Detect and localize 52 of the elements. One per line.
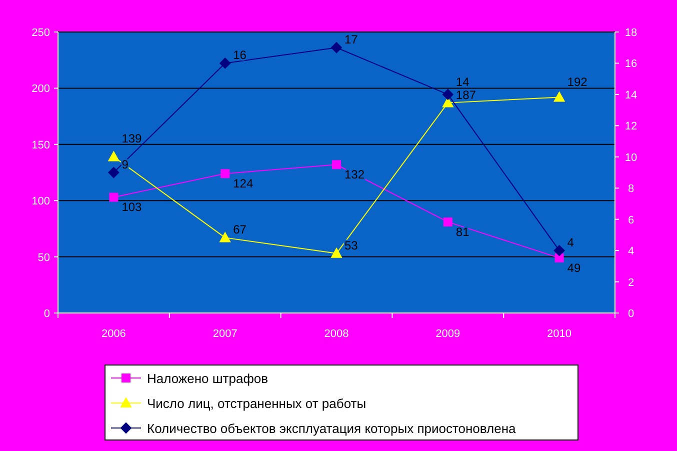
point	[331, 248, 342, 258]
point	[220, 232, 231, 242]
data-label: 81	[456, 224, 470, 239]
data-label: 103	[122, 200, 142, 214]
data-label: 53	[344, 238, 358, 252]
point	[554, 92, 565, 102]
data-label: 187	[456, 88, 476, 102]
y-tick-label: 250	[32, 27, 50, 39]
y2-tick-label: 0	[628, 308, 634, 320]
y2-tick-label: 6	[628, 214, 634, 226]
legend-label: Число лиц, отстраненных от работы	[147, 396, 366, 411]
data-label: 14	[456, 75, 470, 90]
y-tick-label: 50	[38, 252, 50, 264]
y-tick-label: 100	[32, 196, 50, 208]
point	[332, 160, 341, 170]
y-tick-label: 150	[32, 139, 50, 152]
y2-tick-label: 2	[628, 276, 634, 289]
y2-tick-label: 14	[624, 89, 638, 102]
y-tick-label: 200	[32, 83, 50, 96]
x-tick-label: 2010	[547, 328, 572, 340]
data-label: 49	[567, 260, 581, 275]
data-label: 67	[233, 222, 247, 237]
data-label: 16	[233, 48, 247, 62]
data-label: 124	[233, 176, 254, 191]
data-label: 4	[567, 236, 574, 250]
point	[220, 169, 230, 178]
x-tick-label: 2006	[101, 328, 126, 340]
y2-tick-label: 10	[624, 152, 638, 164]
data-label: 139	[122, 131, 142, 146]
point	[108, 151, 120, 162]
data-label: 17	[344, 32, 358, 47]
y2-tick-label: 8	[628, 183, 634, 196]
point	[442, 97, 454, 108]
data-label: 192	[567, 75, 588, 90]
point	[331, 42, 342, 54]
x-tick-label: 2008	[324, 328, 349, 340]
point	[554, 253, 564, 262]
point	[443, 217, 452, 226]
point	[220, 58, 231, 69]
point	[109, 192, 118, 202]
y2-tick-label: 4	[628, 246, 634, 258]
legend-label: Наложено штрафов	[147, 371, 268, 386]
y2-tick-label: 12	[624, 120, 638, 133]
y2-tick-label: 16	[624, 58, 638, 70]
legend-label: Количество объектов эксплуатация которых приостоновлена	[147, 421, 517, 436]
point	[108, 167, 120, 178]
x-tick-label: 2007	[212, 328, 238, 340]
y2-tick-label: 18	[624, 27, 638, 39]
point	[442, 88, 454, 100]
x-tick-label: 2009	[436, 328, 460, 340]
y-tick-label: 0	[44, 308, 50, 320]
point	[554, 245, 565, 256]
